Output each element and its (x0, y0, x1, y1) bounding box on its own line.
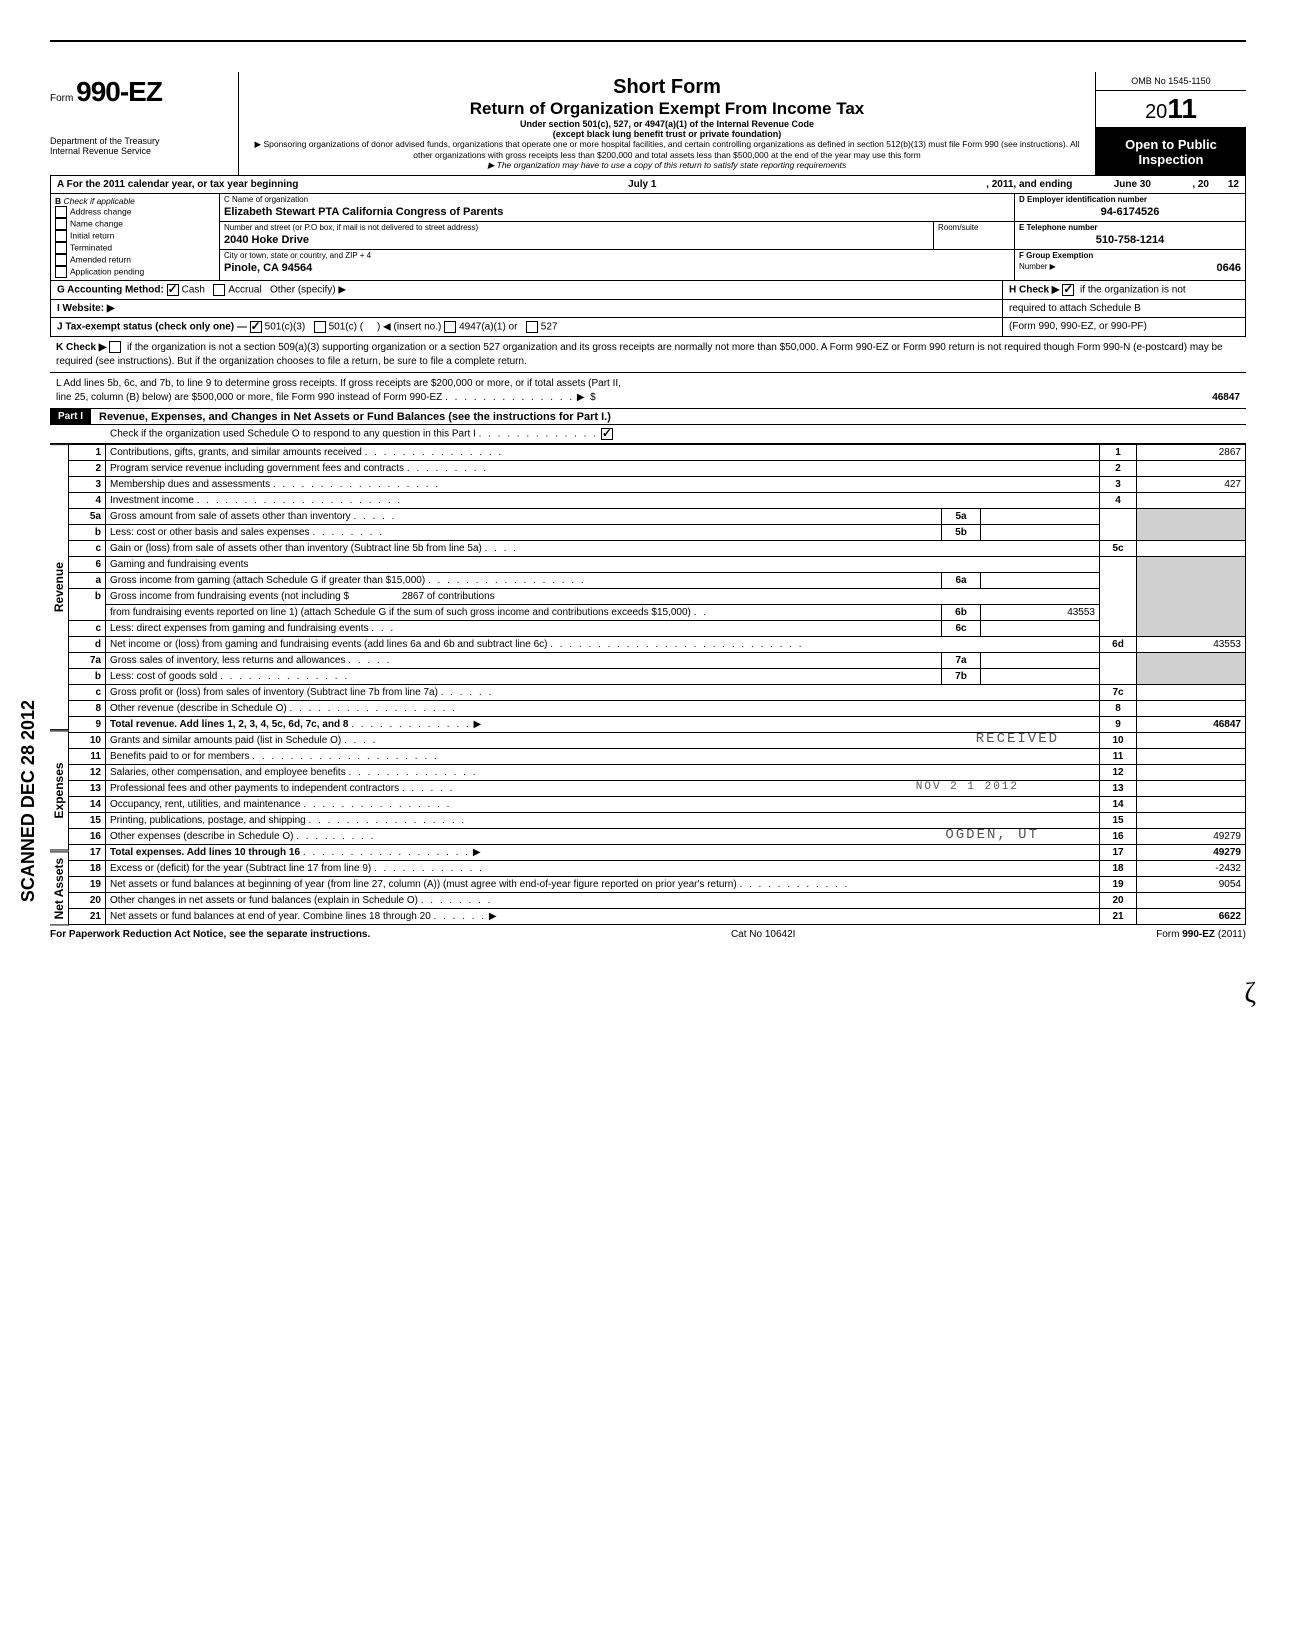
row-gh: G Accounting Method: Cash Accrual Other … (51, 281, 1245, 300)
phone: 510-758-1214 (1015, 233, 1245, 249)
scanned-stamp: SCANNED DEC 28 2012 (18, 700, 39, 902)
col-def: D Employer identification number 94-6174… (1015, 194, 1245, 280)
dept-irs: Internal Revenue Service (50, 146, 230, 156)
footer: For Paperwork Reduction Act Notice, see … (50, 925, 1246, 940)
side-netassets: Net Assets (50, 851, 69, 925)
part1-check-o: Check if the organization used Schedule … (50, 425, 1246, 444)
top-rule (50, 40, 1246, 42)
checkbox-k[interactable] (109, 341, 121, 353)
form-label: Form (50, 93, 73, 104)
checkbox-address-change[interactable] (55, 206, 67, 218)
header-note1: ▶ Sponsoring organizations of donor advi… (247, 139, 1087, 160)
stamp-ogden: OGDEN, UT (945, 827, 1039, 843)
form-header: Form 990-EZ Department of the Treasury I… (50, 72, 1246, 176)
stamp-date: NOV 2 1 2012 (916, 781, 1019, 793)
side-expenses: Expenses (50, 730, 69, 850)
checkbox-amended[interactable] (55, 254, 67, 266)
row-bcde: B Check if applicable Address change Nam… (51, 194, 1245, 281)
checkbox-accrual[interactable] (213, 284, 225, 296)
side-labels: Revenue Expenses Net Assets (50, 444, 69, 925)
tax-year: 2011 (1096, 91, 1246, 128)
line-k: K Check ▶ if the organization is not a s… (50, 337, 1246, 373)
ein: 94-6174526 (1015, 205, 1245, 221)
checkbox-scho[interactable] (601, 428, 613, 440)
return-title: Return of Organization Exempt From Incom… (247, 99, 1087, 119)
checkbox-app-pending[interactable] (55, 266, 67, 278)
part1-body: Revenue Expenses Net Assets 1Contributio… (50, 444, 1246, 925)
checkbox-501c3[interactable] (250, 321, 262, 333)
checkbox-initial-return[interactable] (55, 230, 67, 242)
header-right: OMB No 1545-1150 2011 Open to Public Ins… (1095, 72, 1246, 175)
checkbox-527[interactable] (526, 321, 538, 333)
header-mid: Short Form Return of Organization Exempt… (239, 72, 1095, 175)
header-left: Form 990-EZ Department of the Treasury I… (50, 72, 239, 175)
short-form-title: Short Form (247, 76, 1087, 99)
l-amount: 46847 (1140, 391, 1240, 405)
checkbox-terminated[interactable] (55, 242, 67, 254)
line-l: L Add lines 5b, 6c, and 7b, to line 9 to… (50, 373, 1246, 409)
open-to-public: Open to Public Inspection (1096, 128, 1246, 175)
row-i: I Website: ▶ required to attach Schedule… (51, 300, 1245, 318)
checkbox-501c[interactable] (314, 321, 326, 333)
line-a: A For the 2011 calendar year, or tax yea… (51, 176, 1245, 194)
checkbox-name-change[interactable] (55, 218, 67, 230)
lines-table: 1Contributions, gifts, grants, and simil… (69, 444, 1246, 925)
handwritten-mark: ζ (1244, 978, 1256, 1010)
row-j: J Tax-exempt status (check only one) — 5… (51, 318, 1245, 336)
checkbox-cash[interactable] (167, 284, 179, 296)
form-number: 990-EZ (76, 76, 162, 107)
checkbox-4947[interactable] (444, 321, 456, 333)
subtitle: Under section 501(c), 527, or 4947(a)(1)… (247, 119, 1087, 129)
col-b: B Check if applicable Address change Nam… (51, 194, 220, 280)
dept-treasury: Department of the Treasury (50, 136, 230, 146)
entity-section: A For the 2011 calendar year, or tax yea… (50, 176, 1246, 337)
org-name: Elizabeth Stewart PTA California Congres… (220, 205, 1014, 221)
street: 2040 Hoke Drive (220, 233, 933, 249)
subtitle2: (except black lung benefit trust or priv… (247, 129, 1087, 139)
checkbox-h[interactable] (1062, 284, 1074, 296)
side-revenue: Revenue (50, 444, 69, 730)
part1-header: Part I Revenue, Expenses, and Changes in… (50, 409, 1246, 425)
city: Pinole, CA 94564 (220, 261, 1014, 277)
col-c: C Name of organization Elizabeth Stewart… (220, 194, 1015, 280)
group-exemption: 0646 (1056, 262, 1241, 274)
header-note2: ▶ The organization may have to use a cop… (247, 160, 1087, 171)
stamp-received: RECEIVED (976, 731, 1059, 747)
omb-number: OMB No 1545-1150 (1096, 72, 1246, 91)
